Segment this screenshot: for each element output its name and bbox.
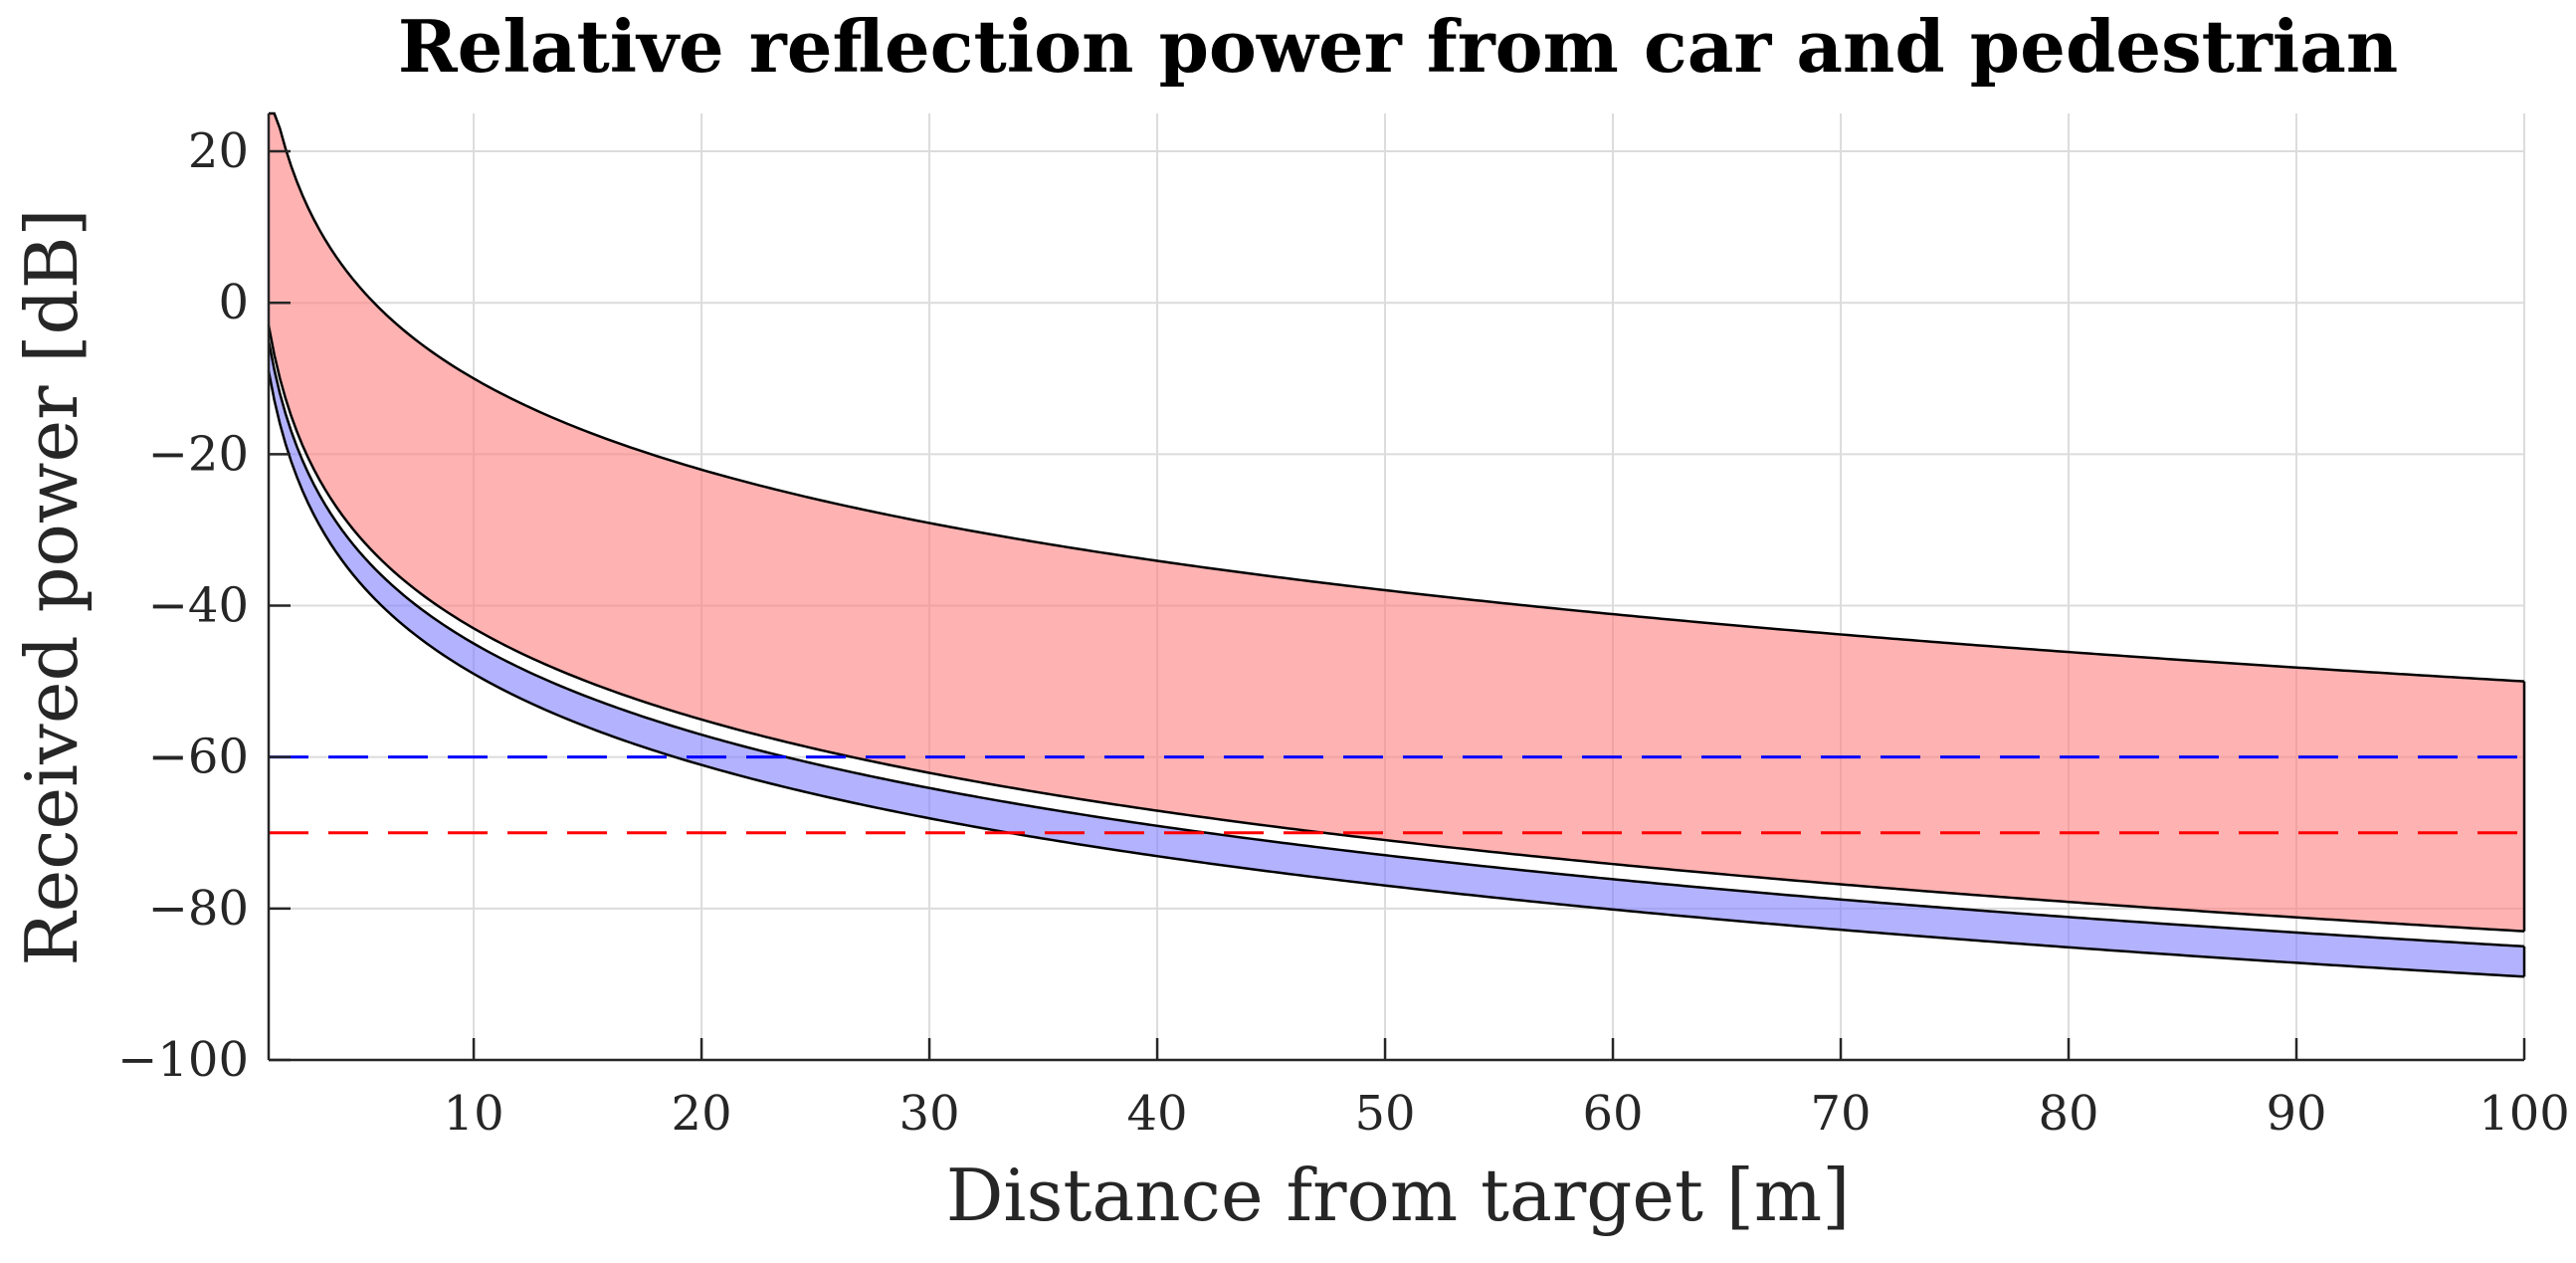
y-tick-label: 20 xyxy=(188,123,249,179)
y-tick-labels: −100 −80 −60 −40 −20 0 20 xyxy=(117,123,249,1088)
axes xyxy=(267,113,2526,1062)
car-band-fill xyxy=(269,113,2524,932)
y-tick-label: −100 xyxy=(117,1032,249,1088)
x-tick-label: 20 xyxy=(672,1086,732,1142)
x-tick-label: 50 xyxy=(1355,1086,1416,1142)
x-tick-label: 40 xyxy=(1127,1086,1188,1142)
pedestrian-upper-line xyxy=(267,340,2525,948)
y-tick-label: 0 xyxy=(218,275,249,330)
chart-title: Relative reflection power from car and p… xyxy=(398,4,2398,89)
x-tick-label: 100 xyxy=(2478,1086,2570,1142)
x-tick-label: 30 xyxy=(899,1086,960,1142)
x-tick-labels: 10 20 30 40 50 60 70 80 90 100 xyxy=(444,1086,2570,1142)
x-tick-label: 80 xyxy=(2038,1086,2098,1142)
y-tick-label: −20 xyxy=(148,426,249,482)
x-tick-label: 60 xyxy=(1583,1086,1644,1142)
x-tick-label: 70 xyxy=(1810,1086,1871,1142)
car-upper-line xyxy=(269,111,2525,683)
pedestrian-lower-line xyxy=(267,370,2525,978)
x-tick-label: 10 xyxy=(444,1086,504,1142)
x-axis-label: Distance from target [m] xyxy=(946,1154,1851,1237)
x-tick-label: 90 xyxy=(2266,1086,2326,1142)
y-tick-label: −80 xyxy=(148,881,249,937)
bands xyxy=(267,111,2526,978)
threshold-lines xyxy=(269,755,2524,835)
y-axis-label: Received power [dB] xyxy=(10,208,94,965)
car-lower-line xyxy=(267,324,2525,933)
y-tick-label: −40 xyxy=(148,578,249,634)
y-tick-label: −60 xyxy=(148,730,249,785)
